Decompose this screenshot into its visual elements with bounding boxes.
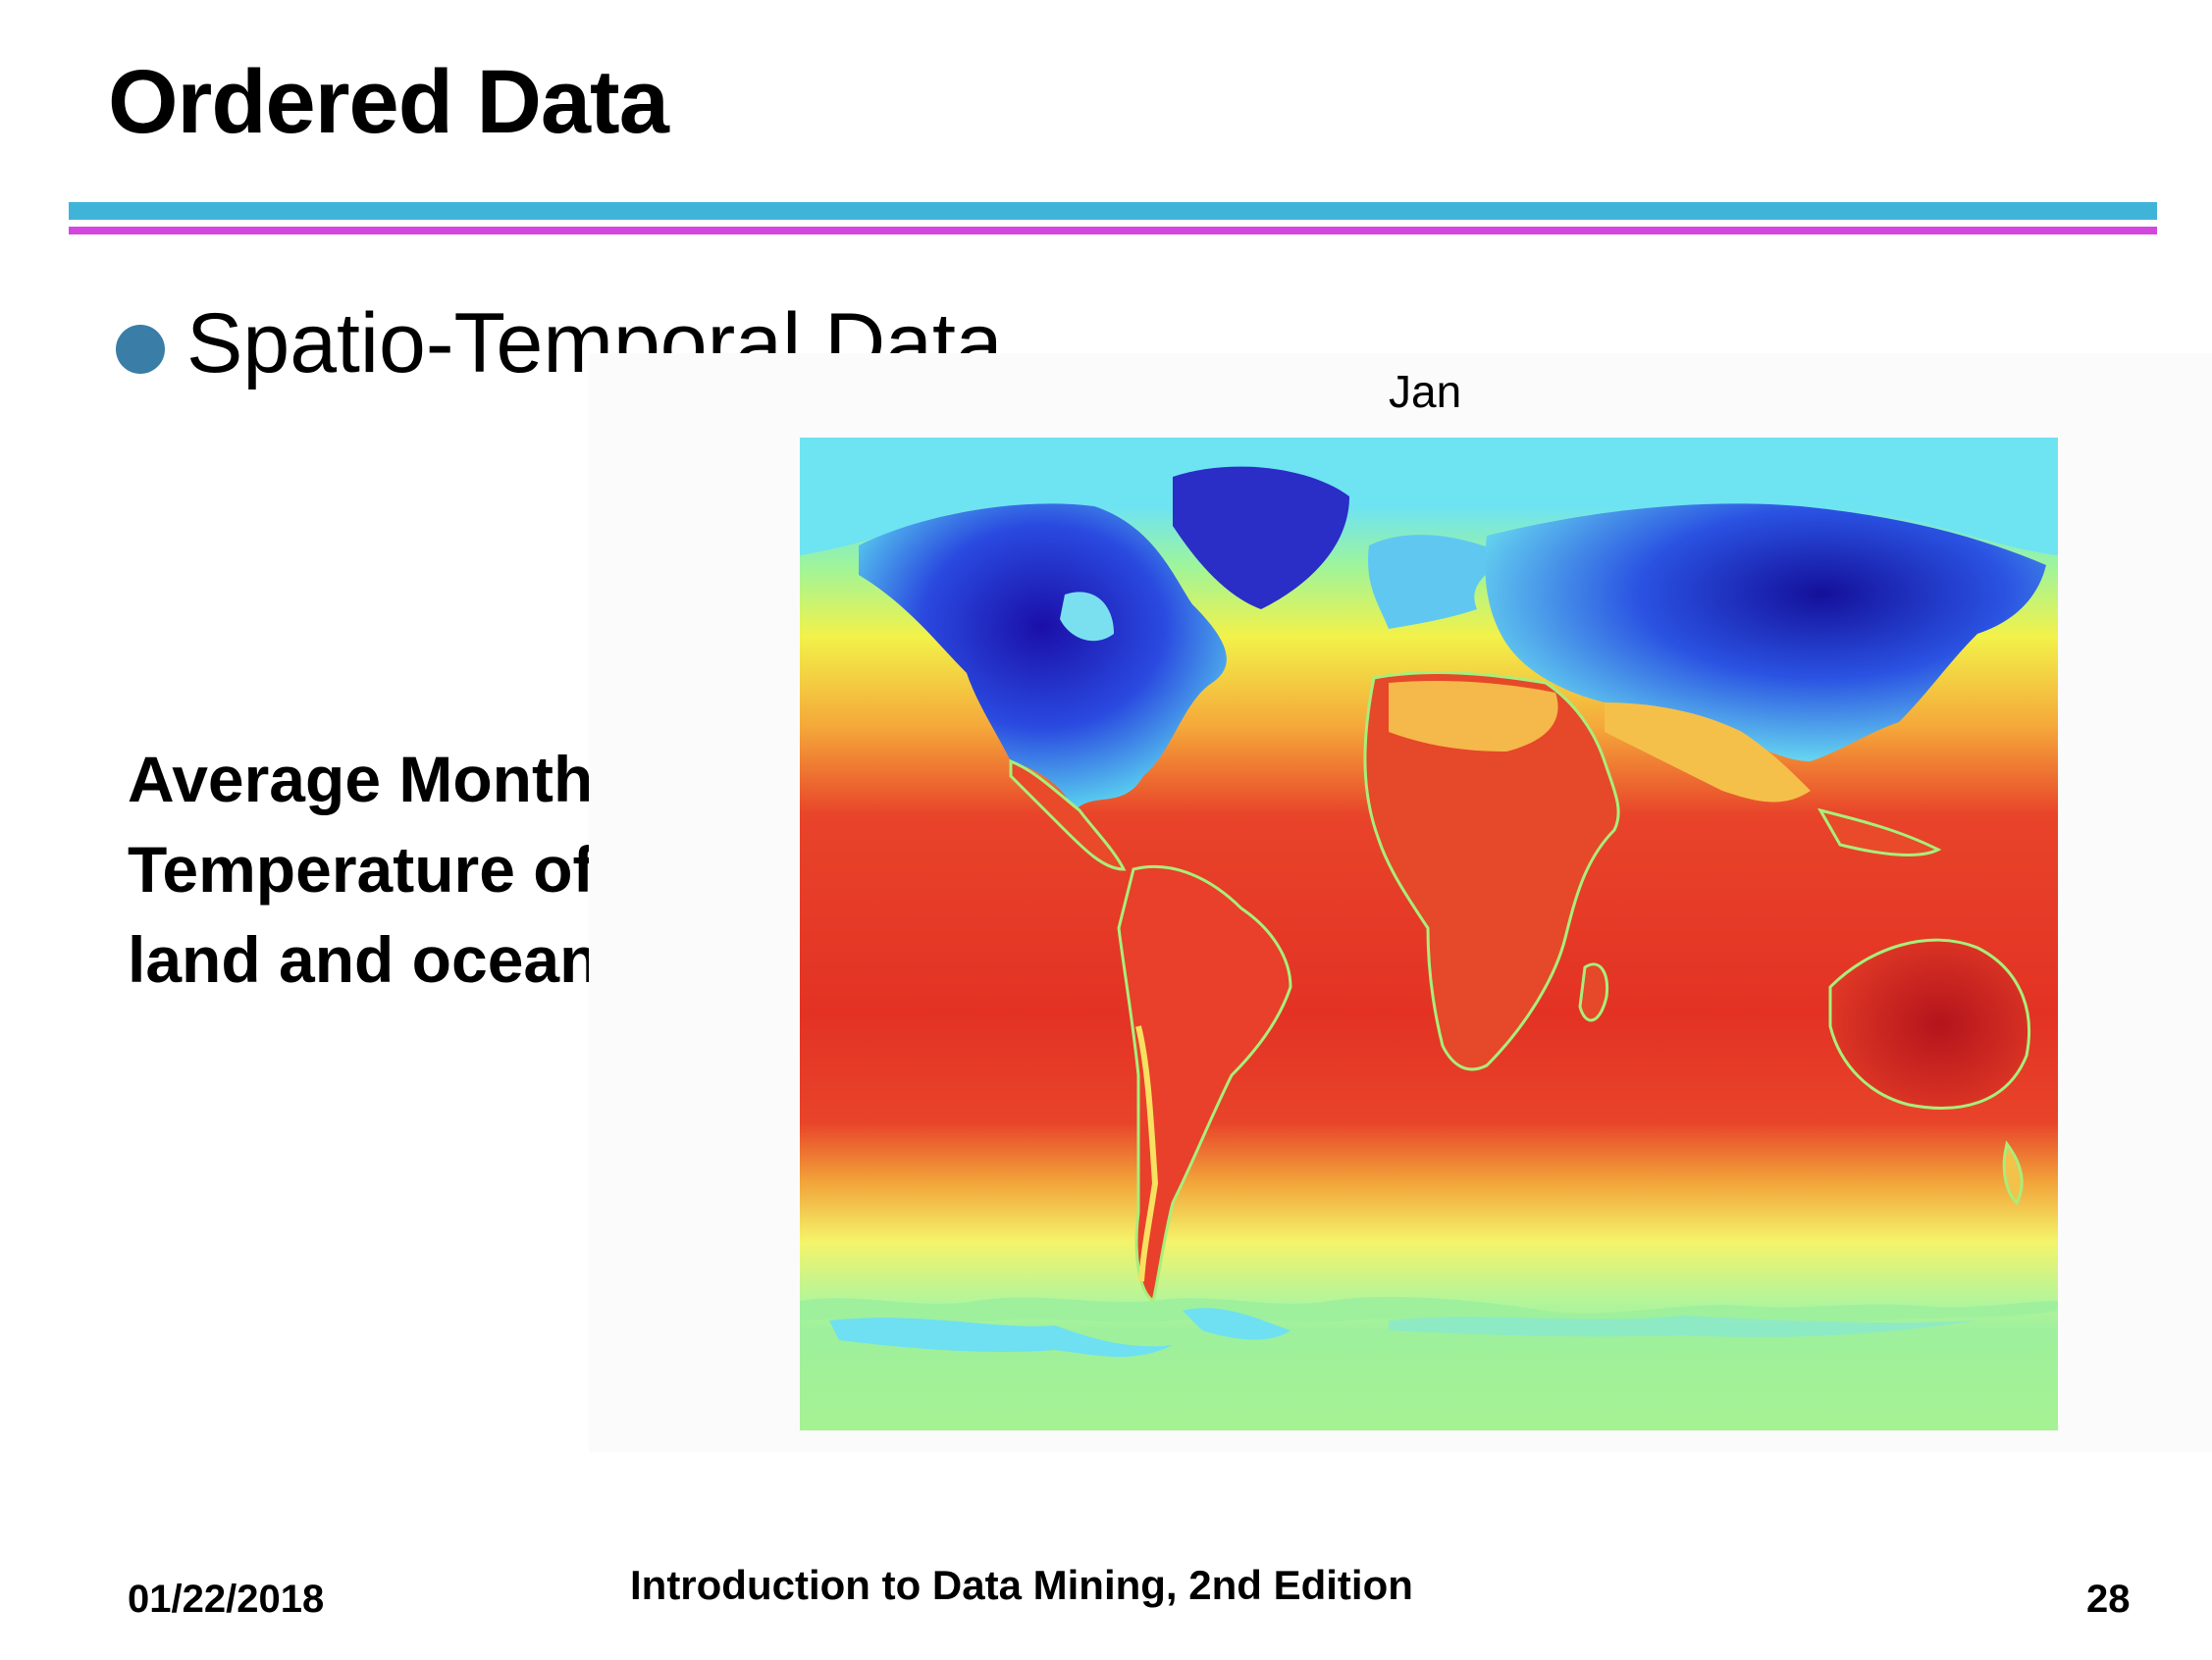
greenland-landmass bbox=[1173, 466, 1349, 609]
side-label-line-2: Temperature of bbox=[128, 833, 595, 906]
footer-page-number: 28 bbox=[2086, 1578, 2131, 1621]
bullet-dot-icon bbox=[116, 325, 165, 374]
sahara-region bbox=[1389, 681, 1558, 752]
title-rule-magenta bbox=[69, 227, 2157, 234]
africa-landmass bbox=[1363, 671, 1620, 1071]
asia-landmass bbox=[1485, 503, 2046, 761]
andes-ridge bbox=[1135, 1025, 1159, 1282]
temperature-map bbox=[800, 438, 2058, 1430]
antarctic-ice-mid bbox=[1183, 1308, 1290, 1340]
footer-date: 01/22/2018 bbox=[128, 1578, 325, 1621]
antarctic-ice-right bbox=[1389, 1316, 1977, 1337]
new-zealand-landmass bbox=[2002, 1140, 2024, 1206]
south-america-landmass bbox=[1117, 864, 1292, 1304]
side-label-line-3: land and ocean bbox=[128, 923, 600, 996]
north-america-landmass bbox=[859, 503, 1227, 810]
australia-landmass bbox=[1828, 938, 2031, 1110]
hudson-bay bbox=[1060, 592, 1114, 642]
figure-caption: Jan bbox=[1389, 366, 1462, 417]
footer-book-title: Introduction to Data Mining, 2nd Edition bbox=[630, 1562, 1413, 1608]
slide-title: Ordered Data bbox=[108, 52, 669, 152]
arctic-region bbox=[800, 438, 2058, 555]
south-asia-region bbox=[1605, 702, 1811, 803]
side-label-line-1: Average Monthly bbox=[128, 743, 648, 815]
madagascar-landmass bbox=[1578, 962, 1609, 1022]
central-america-landmass bbox=[1009, 758, 1127, 871]
side-label: Average Monthly Temperature of land and … bbox=[128, 734, 647, 1005]
title-rule-cyan bbox=[69, 202, 2157, 220]
southern-ocean-band bbox=[800, 1296, 2058, 1325]
indonesia-islands bbox=[1817, 807, 1942, 856]
antarctic-ice-left bbox=[829, 1318, 1173, 1357]
europe-landmass bbox=[1368, 535, 1506, 629]
